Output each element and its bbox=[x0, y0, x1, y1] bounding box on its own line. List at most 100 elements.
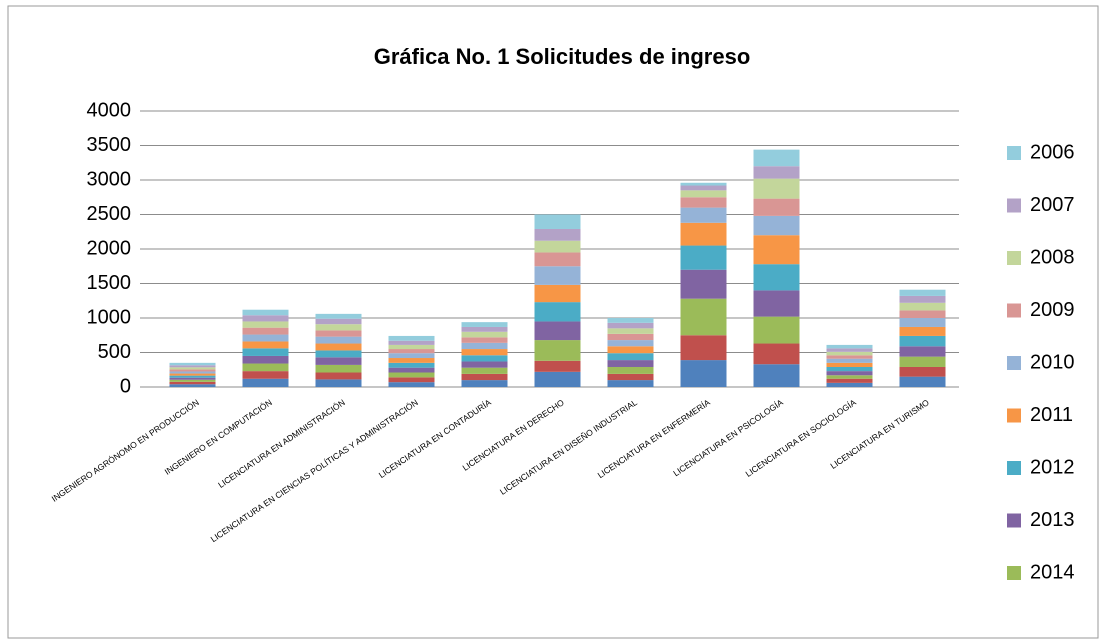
bar-segment bbox=[680, 245, 727, 270]
bar-segment bbox=[242, 341, 289, 349]
bar-segment bbox=[242, 315, 289, 322]
bar-segment bbox=[534, 228, 581, 241]
bar-segment bbox=[826, 358, 873, 363]
bar-segment bbox=[534, 340, 581, 361]
bar-segment bbox=[242, 327, 289, 335]
bar-segment bbox=[315, 313, 362, 319]
bar-segment bbox=[388, 349, 435, 354]
bar-segment bbox=[680, 182, 727, 186]
bar-segment bbox=[753, 166, 800, 179]
bar-segment bbox=[899, 376, 946, 387]
legend-label: 2014 bbox=[1030, 561, 1075, 583]
bar-segment bbox=[461, 337, 508, 343]
bar-segment bbox=[680, 360, 727, 387]
bar-segment bbox=[169, 373, 216, 376]
bar-segment bbox=[680, 197, 727, 208]
bar-segment bbox=[388, 382, 435, 387]
legend-swatch bbox=[1007, 198, 1021, 213]
legend-label: 2007 bbox=[1030, 194, 1075, 216]
bar-segment bbox=[607, 360, 654, 367]
bar-segment bbox=[899, 356, 946, 367]
bar-segment bbox=[899, 318, 946, 327]
legend-swatch bbox=[1007, 461, 1021, 475]
bar-segment bbox=[826, 362, 873, 367]
legend-swatch bbox=[1007, 356, 1021, 370]
bar-segment bbox=[826, 355, 873, 359]
y-tick-label: 4000 bbox=[87, 99, 132, 121]
bar-segment bbox=[680, 185, 727, 191]
bar-segment bbox=[461, 326, 508, 332]
bar-segment bbox=[169, 369, 216, 372]
bar-segment bbox=[534, 214, 581, 229]
y-tick-label: 1000 bbox=[87, 306, 132, 328]
legend-swatch bbox=[1007, 566, 1021, 580]
legend-label: 2008 bbox=[1030, 246, 1075, 268]
bar-segment bbox=[826, 375, 873, 379]
bar-segment bbox=[534, 252, 581, 267]
bar-segment bbox=[388, 344, 435, 350]
legend-label: 2012 bbox=[1030, 456, 1075, 478]
bar-segment bbox=[826, 366, 873, 372]
bar-segment bbox=[461, 342, 508, 350]
bar-segment bbox=[680, 335, 727, 361]
bar-segment bbox=[461, 380, 508, 387]
bar-segment bbox=[315, 357, 362, 365]
bar-segment bbox=[534, 321, 581, 341]
bar-segment bbox=[388, 372, 435, 378]
bar-segment bbox=[607, 353, 654, 361]
bar-segment bbox=[315, 350, 362, 358]
legend-swatch bbox=[1007, 146, 1021, 160]
bar-segment bbox=[607, 366, 654, 374]
bar-segment bbox=[534, 360, 581, 372]
bar-segment bbox=[899, 302, 946, 311]
bar-segment bbox=[826, 351, 873, 356]
bar-segment bbox=[753, 290, 800, 317]
bar-segment bbox=[607, 328, 654, 334]
bar-segment bbox=[534, 302, 581, 322]
bar-segment bbox=[461, 373, 508, 381]
bar-segment bbox=[169, 362, 216, 366]
bar-segment bbox=[242, 371, 289, 379]
bar-segment bbox=[388, 377, 435, 383]
bar-segment bbox=[169, 384, 216, 387]
chart-title: Gráfica No. 1 Solicitudes de ingreso bbox=[374, 44, 751, 69]
y-tick-label: 3000 bbox=[87, 168, 132, 190]
bar-segment bbox=[753, 316, 800, 344]
bar-segment bbox=[169, 381, 216, 385]
bar-segment bbox=[607, 340, 654, 347]
bar-segment bbox=[534, 266, 581, 285]
bar-segment bbox=[461, 349, 508, 356]
legend-swatch bbox=[1007, 251, 1021, 265]
bar-segment bbox=[388, 358, 435, 363]
bar-segment bbox=[315, 379, 362, 387]
bar-segment bbox=[607, 333, 654, 341]
bar-segment bbox=[607, 322, 654, 329]
y-tick-label: 1500 bbox=[87, 272, 132, 294]
bar-segment bbox=[169, 379, 216, 382]
bar-segment bbox=[388, 340, 435, 345]
bar-segment bbox=[680, 190, 727, 198]
bar-segment bbox=[680, 269, 727, 299]
bar-segment bbox=[461, 331, 508, 338]
y-tick-label: 2000 bbox=[87, 237, 132, 259]
bar-segment bbox=[315, 330, 362, 337]
bar-segment bbox=[826, 378, 873, 383]
y-tick-label: 3500 bbox=[87, 134, 132, 156]
bar-segment bbox=[899, 289, 946, 296]
bar-segment bbox=[461, 367, 508, 374]
bar-segment bbox=[315, 343, 362, 351]
bar-segment bbox=[899, 326, 946, 336]
bar-segment bbox=[315, 336, 362, 344]
bar-segment bbox=[753, 149, 800, 167]
bar-segment bbox=[242, 355, 289, 364]
bar-segment bbox=[534, 240, 581, 253]
bar-segment bbox=[753, 178, 800, 199]
y-tick-label: 500 bbox=[98, 341, 131, 363]
bar-segment bbox=[388, 353, 435, 359]
bar-segment bbox=[899, 335, 946, 347]
bar-segment bbox=[680, 207, 727, 223]
legend-swatch bbox=[1007, 408, 1021, 423]
bar-segment bbox=[753, 198, 800, 216]
bar-segment bbox=[315, 318, 362, 325]
